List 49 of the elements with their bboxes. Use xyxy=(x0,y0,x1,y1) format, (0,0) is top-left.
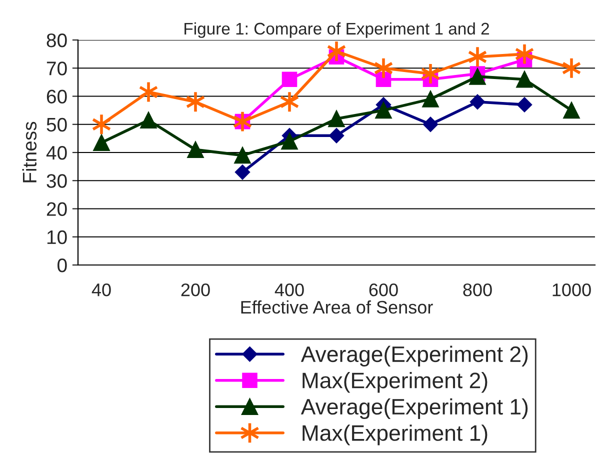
point xyxy=(92,113,112,136)
x-tick-label: 40 xyxy=(92,283,111,296)
point xyxy=(281,132,298,150)
point xyxy=(562,57,582,80)
point xyxy=(187,141,204,158)
point xyxy=(140,112,157,128)
y-axis-title: Fitness xyxy=(22,122,37,182)
point xyxy=(93,134,110,151)
point xyxy=(326,40,346,62)
point xyxy=(468,46,488,68)
point xyxy=(516,71,533,88)
point xyxy=(422,116,438,132)
y-tick-label: 0 xyxy=(58,258,67,272)
point xyxy=(469,68,486,85)
x-tick-label: 800 xyxy=(463,283,492,296)
y-tick-label: 60 xyxy=(46,90,67,104)
y-tick-label: 50 xyxy=(46,118,67,132)
point xyxy=(514,42,534,66)
point xyxy=(516,97,532,112)
y-tick-label: 40 xyxy=(46,146,67,160)
point xyxy=(563,102,580,119)
point xyxy=(282,72,298,88)
y-tick-label: 10 xyxy=(47,230,67,244)
chart-title: Figure 1: Compare of Experiment 1 and 2 xyxy=(184,22,489,38)
point xyxy=(328,128,344,144)
point xyxy=(470,94,486,110)
legend-label: Average(Experiment 2) xyxy=(300,346,528,366)
point xyxy=(186,90,206,113)
y-tick-label: 30 xyxy=(46,174,67,188)
point xyxy=(328,110,345,128)
x-tick-label: 200 xyxy=(181,283,210,296)
point xyxy=(375,102,392,119)
y-tick-label: 70 xyxy=(46,62,67,76)
point xyxy=(232,110,252,133)
x-tick-label: 600 xyxy=(369,283,398,296)
point xyxy=(234,146,251,164)
point xyxy=(234,164,250,180)
legend-label: Max(Experiment 2) xyxy=(302,372,488,393)
legend-label: Average(Experiment 1) xyxy=(300,398,528,420)
y-tick-label: 80 xyxy=(46,33,67,48)
x-axis-title: Effective Area of Sensor xyxy=(241,300,433,314)
legend-label: Max(Experiment 1) xyxy=(302,424,488,446)
point xyxy=(280,90,300,113)
point xyxy=(420,62,440,85)
x-tick-label: 400 xyxy=(274,283,304,296)
y-tick-label: 20 xyxy=(46,202,67,216)
point xyxy=(422,90,439,108)
x-tick-label: 1000 xyxy=(552,283,591,296)
point xyxy=(374,57,394,80)
